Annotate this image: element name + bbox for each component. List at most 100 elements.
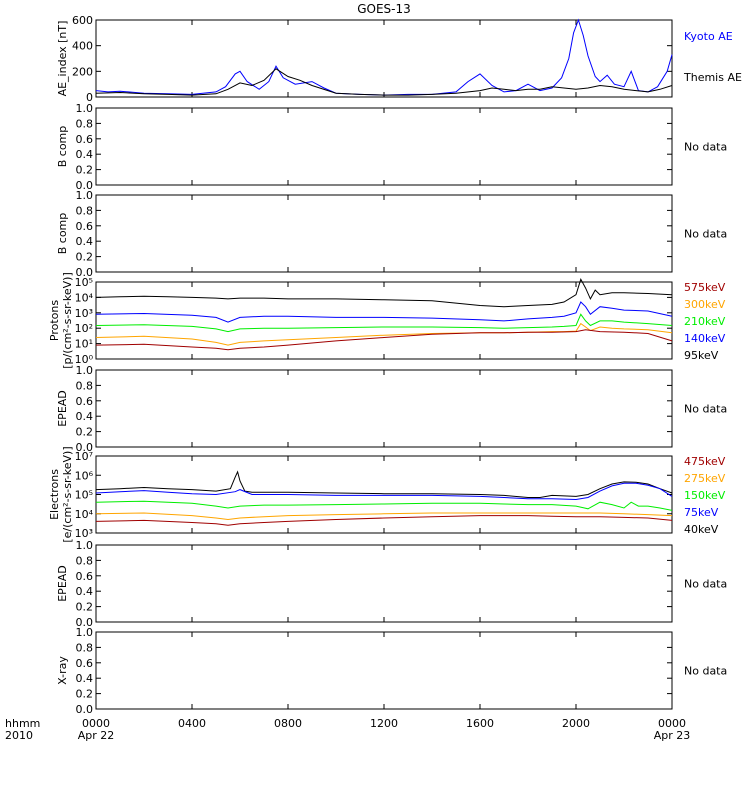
panel-epead1: 0.0 0.2 0.4 0.6 0.8 1.0 EPEAD No data (56, 364, 727, 454)
ytick-label: 0.2 (76, 688, 94, 701)
ylabel: EPEAD (56, 390, 69, 427)
panel-bcomp2: 0.0 0.2 0.4 0.6 0.8 1.0 B comp No data (56, 189, 727, 279)
series-line-475kev (95, 515, 673, 526)
ytick-label: 1.0 (76, 539, 94, 552)
ytick-label: 0.8 (76, 641, 94, 654)
ytick-label: 0.2 (76, 164, 94, 177)
no-data-label: No data (684, 228, 727, 241)
legend-entry: 275keV (684, 472, 726, 485)
series-line-275kev (95, 512, 673, 521)
xtick-label: 0400 (178, 717, 206, 730)
ytick-label: 10³ (75, 527, 93, 540)
ytick-label: 10⁴ (75, 508, 94, 521)
ylabel: B comp (56, 213, 69, 255)
legend-entry: Kyoto AE (684, 30, 733, 43)
panel-frame-bcomp2 (95, 194, 673, 273)
legend-entry: 40keV (684, 523, 719, 536)
no-data-label: No data (684, 141, 727, 154)
panel-epead2: 0.0 0.2 0.4 0.6 0.8 1.0 EPEAD No data (56, 539, 727, 629)
ytick-label: 10⁵ (75, 489, 93, 502)
ytick-label: 10³ (75, 307, 93, 320)
series-line-95kev (95, 278, 673, 308)
ytick-label: 0.4 (76, 148, 94, 161)
ytick-label: 0.4 (76, 672, 94, 685)
series-line-75kev (95, 482, 673, 501)
series-line-150kev (95, 500, 673, 511)
ylabel: AE_index [nT] (56, 21, 69, 97)
ytick-label: 600 (72, 14, 93, 27)
ytick-label: 0.4 (76, 585, 94, 598)
ytick-label: 0.2 (76, 601, 94, 614)
legend-entry: 210keV (684, 315, 726, 328)
ylabel-line2: [e/(cm²-s-sr-keV)] (61, 446, 74, 542)
ylabel-line2: [p/(cm²-s-sr-keV)] (61, 272, 74, 369)
ytick-label: 0.6 (76, 657, 94, 670)
legend-entry: 475keV (684, 455, 726, 468)
ytick-label: 0.0 (76, 179, 94, 192)
panel-electrons: 10³ 10⁴ 10⁵ 10⁶ 10⁷ Electrons [e/(cm²-s-sr-keV… (48, 446, 726, 542)
ytick-label: 0.0 (76, 616, 94, 629)
no-data-label: No data (684, 403, 727, 416)
legend-entry: 75keV (684, 506, 719, 519)
ytick-label: 200 (72, 65, 93, 78)
ytick-label: 0.0 (76, 441, 94, 454)
no-data-label: No data (684, 665, 727, 678)
xtick-label: 0000 (82, 717, 110, 730)
xdate-label: Apr 22 (78, 729, 115, 742)
ytick-label: 0.8 (76, 204, 94, 217)
xdate-label: Apr 23 (654, 729, 691, 742)
series-line-210kev (95, 313, 673, 333)
ytick-label: 1.0 (76, 189, 94, 202)
panel-protons: 10⁰ 10¹ 10² 10³ 10⁴ 10⁵ Protons [p/(cm²-s-sr-ke… (48, 272, 726, 369)
panel-frame-bcomp1 (95, 107, 673, 186)
legend-entry: 300keV (684, 298, 726, 311)
ytick-label: 1.0 (76, 626, 94, 639)
panel-frame-ae (95, 19, 673, 98)
no-data-label: No data (684, 578, 727, 591)
x-corner-label-year: 2010 (5, 729, 33, 742)
legend-entry: 575keV (684, 281, 726, 294)
ytick-label: 1.0 (76, 364, 94, 377)
ylabel: EPEAD (56, 565, 69, 602)
ytick-label: 0.2 (76, 426, 94, 439)
panel-frame-epead1 (95, 369, 673, 448)
ylabel: B comp (56, 126, 69, 168)
legend-entry: 140keV (684, 332, 726, 345)
ytick-label: 0.6 (76, 133, 94, 146)
xtick-label: 2000 (562, 717, 590, 730)
series-line-kyoto-ae (95, 18, 673, 96)
ytick-label: 0.4 (76, 410, 94, 423)
series-line-575kev (95, 329, 673, 351)
x-corner-label-hhmm: hhmm (5, 717, 40, 730)
series-line-themis-ae (95, 68, 673, 96)
ylabel-line1: Protons (48, 300, 61, 341)
ytick-label: 10⁵ (75, 276, 93, 289)
ytick-label: 0.8 (76, 379, 94, 392)
ytick-label: 10⁷ (75, 450, 93, 463)
ytick-label: 1.0 (76, 102, 94, 115)
ylabel: X-ray (56, 656, 69, 685)
ytick-label: 0.4 (76, 235, 94, 248)
ytick-label: 0.6 (76, 570, 94, 583)
series-line-140kev (95, 301, 673, 323)
ytick-label: 0.6 (76, 395, 94, 408)
ylabel-line1: Electrons (48, 469, 61, 520)
ytick-label: 400 (72, 40, 93, 53)
ytick-label: 0.0 (76, 703, 94, 716)
ytick-label: 0 (86, 91, 93, 104)
panel-frame-xray (95, 631, 673, 710)
legend-entry: 150keV (684, 489, 726, 502)
panel-frames (95, 19, 673, 710)
panel-bcomp1: 0.0 0.2 0.4 0.6 0.8 1.0 B comp No data (56, 102, 727, 192)
figure-title: GOES-13 (357, 2, 411, 16)
xtick-label: 1200 (370, 717, 398, 730)
panel-xray: 0.0 0.2 0.4 0.6 0.8 1.0 X-ray No data (56, 626, 727, 716)
ytick-label: 10² (75, 322, 93, 335)
ytick-label: 0.2 (76, 251, 94, 264)
ytick-label: 0.8 (76, 554, 94, 567)
ytick-label: 10⁶ (75, 469, 94, 482)
